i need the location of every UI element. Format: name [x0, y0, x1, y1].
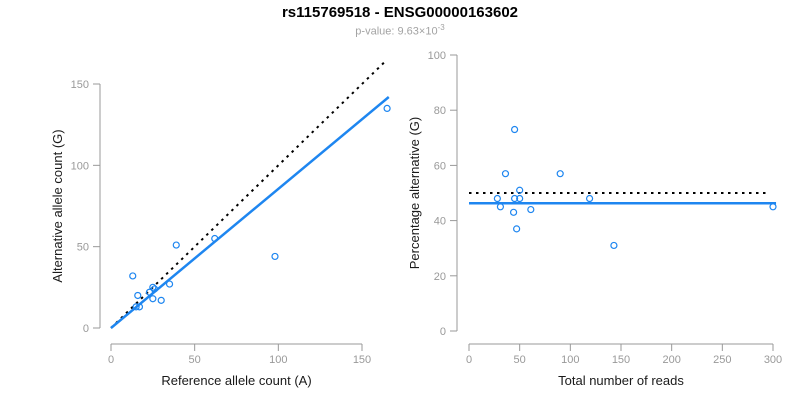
x-tick-label: 50	[189, 354, 201, 366]
x-tick-label: 300	[764, 354, 782, 366]
x-tick-label: 100	[561, 354, 579, 366]
data-point	[383, 104, 391, 113]
data-point	[585, 194, 594, 203]
y-axis-title: Percentage alternative (G)	[407, 117, 422, 269]
y-tick-label: 0	[440, 326, 446, 338]
y-tick-label: 0	[83, 323, 89, 335]
p-value-main: p-value: 9.63×10	[355, 25, 438, 38]
data-point	[610, 241, 618, 250]
panel-left: 0 50 100 150 0 50 100 150 Reference allele count…	[50, 60, 391, 388]
figure-header: rs115769518 - ENSG00000163602 p-value: 9…	[0, 4, 800, 38]
y-tick-label: 40	[434, 216, 446, 228]
data-point	[271, 252, 279, 261]
data-point	[135, 303, 144, 311]
identity-line	[110, 60, 387, 329]
panel-right: 0 20 40 60 80 100 0 50 100 150 200 250 300 Total numb…	[407, 50, 782, 388]
y-tick-label: 100	[71, 160, 89, 172]
data-point	[510, 194, 519, 203]
data-point	[145, 288, 154, 296]
p-value-exponent: -3	[437, 23, 445, 33]
x-tick-label: 0	[108, 354, 114, 366]
data-point	[129, 272, 137, 280]
y-tick-label: 20	[434, 271, 446, 283]
x-tick-label: 150	[353, 354, 371, 366]
data-point	[527, 205, 535, 214]
y-tick-label: 100	[428, 50, 446, 62]
x-tick-label: 50	[514, 354, 526, 366]
data-point	[496, 203, 505, 211]
y-tick-label: 150	[71, 79, 89, 91]
data-point	[150, 285, 159, 293]
y-tick-label: 60	[434, 160, 446, 172]
data-point	[501, 170, 510, 178]
y-axis-title: Alternative allele count (G)	[50, 129, 65, 282]
data-point	[172, 241, 180, 249]
x-axis-title: Reference allele count (A)	[161, 373, 311, 388]
data-point	[493, 194, 501, 203]
x-axis-title: Total number of reads	[558, 373, 684, 388]
x-tick-label: 0	[466, 354, 472, 366]
data-point	[211, 234, 219, 243]
x-tick-label: 250	[713, 354, 731, 366]
data-point	[516, 186, 524, 194]
data-point	[516, 194, 524, 203]
data-point	[556, 170, 564, 178]
figure-title: rs115769518 - ENSG00000163602	[281, 4, 519, 21]
data-point	[149, 295, 157, 303]
data-point	[509, 208, 518, 216]
y-tick-label: 50	[77, 242, 89, 254]
data-point	[132, 303, 140, 311]
p-value-subtitle: p-value: 9.63×10-3	[0, 23, 800, 38]
x-tick-label: 100	[269, 354, 287, 366]
data-point	[134, 291, 142, 300]
x-tick-label: 200	[662, 354, 680, 366]
data-point	[165, 280, 174, 288]
data-point	[157, 296, 165, 304]
y-tick-label: 80	[434, 105, 446, 117]
x-tick-label: 150	[612, 354, 630, 366]
data-point	[510, 125, 519, 134]
data-point	[149, 283, 157, 291]
data-point	[769, 203, 777, 211]
data-point	[513, 225, 521, 233]
